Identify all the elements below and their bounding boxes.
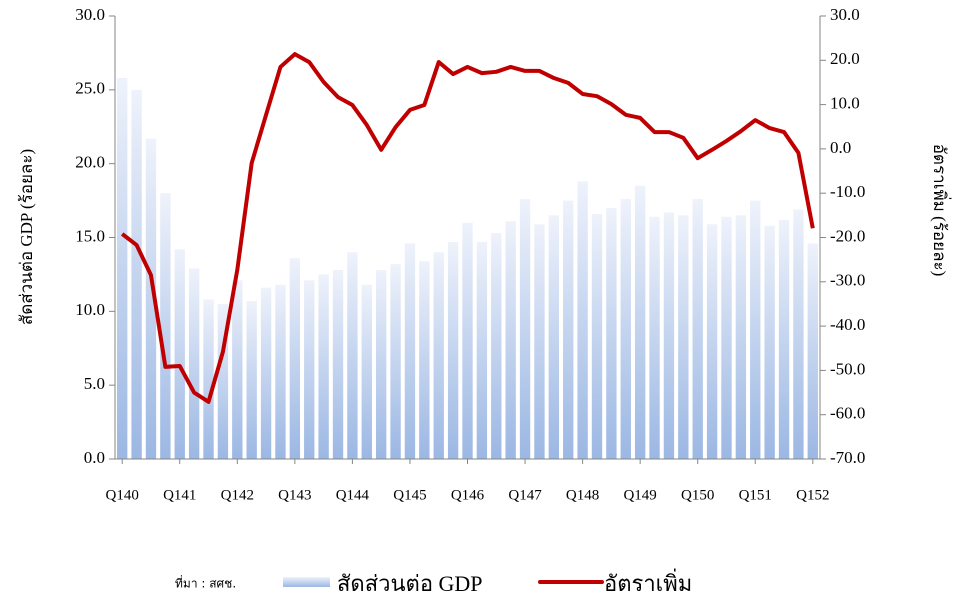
bar bbox=[706, 224, 718, 459]
bar bbox=[203, 299, 214, 459]
y-tick-label: 5.0 bbox=[84, 374, 105, 393]
legend-swatch bbox=[283, 577, 330, 587]
y2-tick-label: -50.0 bbox=[830, 359, 865, 378]
y-tick-label: 0.0 bbox=[84, 448, 105, 467]
bar bbox=[275, 284, 286, 459]
bar bbox=[404, 243, 416, 459]
x-tick-label: Q141 bbox=[163, 487, 196, 503]
y-tick-label: 20.0 bbox=[75, 153, 105, 172]
bar bbox=[534, 224, 545, 459]
y2-tick-label: 30.0 bbox=[830, 5, 860, 24]
bar bbox=[606, 207, 617, 459]
bar bbox=[591, 213, 603, 459]
y2-tick-label: -30.0 bbox=[830, 271, 865, 290]
bar bbox=[721, 216, 732, 459]
y-tick-label: 25.0 bbox=[75, 79, 105, 98]
x-tick-label: Q151 bbox=[739, 487, 772, 503]
bar bbox=[145, 138, 157, 459]
bar bbox=[476, 241, 488, 459]
x-tick-label: Q142 bbox=[221, 487, 254, 503]
bar bbox=[548, 215, 560, 459]
bar bbox=[232, 280, 243, 459]
bar bbox=[433, 252, 444, 459]
bar bbox=[131, 89, 142, 459]
y-tick-label: 30.0 bbox=[75, 5, 105, 24]
bar bbox=[289, 258, 301, 459]
x-tick-label: Q150 bbox=[681, 487, 714, 503]
bar bbox=[304, 280, 315, 459]
bar bbox=[750, 200, 761, 460]
bar bbox=[188, 268, 200, 459]
bar bbox=[778, 219, 790, 459]
bar bbox=[390, 264, 401, 459]
y2-tick-label: -60.0 bbox=[830, 404, 865, 423]
x-tick-label: Q147 bbox=[508, 487, 542, 503]
bar bbox=[347, 252, 358, 459]
y2-tick-label: 20.0 bbox=[830, 49, 860, 68]
bar bbox=[764, 225, 775, 459]
bar bbox=[491, 233, 502, 459]
legend-label: สัดส่วนต่อ GDP bbox=[337, 571, 483, 596]
bar bbox=[375, 269, 387, 459]
x-tick-label: Q143 bbox=[278, 487, 311, 503]
bar bbox=[447, 241, 459, 459]
source-note: ที่มา : สศช. bbox=[175, 575, 236, 591]
y2-tick-label: -40.0 bbox=[830, 315, 865, 334]
legend-label: อัตราเพิ่ม bbox=[604, 568, 692, 596]
y2-axis-label: อัตราเพิ่ม (ร้อยละ) bbox=[930, 144, 952, 277]
bar bbox=[462, 222, 473, 459]
bar bbox=[519, 199, 531, 459]
x-tick-label: Q145 bbox=[393, 487, 426, 503]
bar bbox=[620, 199, 631, 459]
bar bbox=[174, 249, 185, 459]
bar bbox=[419, 261, 430, 459]
bar bbox=[577, 181, 588, 460]
line bbox=[120, 52, 815, 404]
y2-tick-label: -70.0 bbox=[830, 448, 865, 467]
bar bbox=[160, 193, 171, 459]
bar bbox=[793, 209, 804, 459]
y2-tick-label: -20.0 bbox=[830, 226, 865, 245]
x-tick-label: Q146 bbox=[451, 487, 485, 503]
bar bbox=[117, 78, 128, 460]
y-tick-label: 15.0 bbox=[75, 226, 105, 245]
bar bbox=[361, 284, 372, 459]
bar bbox=[563, 200, 574, 460]
x-tick-label: Q144 bbox=[336, 487, 370, 503]
bar bbox=[246, 300, 257, 459]
y-tick-label: 10.0 bbox=[75, 300, 105, 319]
y2-tick-label: -10.0 bbox=[830, 182, 865, 201]
bar bbox=[505, 221, 516, 459]
bar bbox=[692, 199, 703, 459]
x-tick-label: Q152 bbox=[796, 487, 829, 503]
x-tick-label: Q148 bbox=[566, 487, 599, 503]
bar bbox=[634, 185, 646, 460]
bar bbox=[735, 215, 747, 459]
y-axis-label: สัดส่วนต่อ GDP (ร้อยละ) bbox=[17, 149, 36, 325]
y2-tick-label: 10.0 bbox=[830, 94, 860, 113]
y2-tick-label: 0.0 bbox=[830, 138, 851, 157]
bar bbox=[318, 274, 329, 459]
bar bbox=[217, 303, 229, 459]
x-tick-label: Q149 bbox=[623, 487, 656, 503]
bar bbox=[260, 287, 272, 459]
bar bbox=[649, 216, 660, 459]
bar bbox=[807, 243, 818, 459]
bar bbox=[663, 212, 675, 459]
bar bbox=[678, 215, 689, 459]
bar bbox=[332, 269, 344, 459]
x-tick-label: Q140 bbox=[106, 487, 139, 503]
